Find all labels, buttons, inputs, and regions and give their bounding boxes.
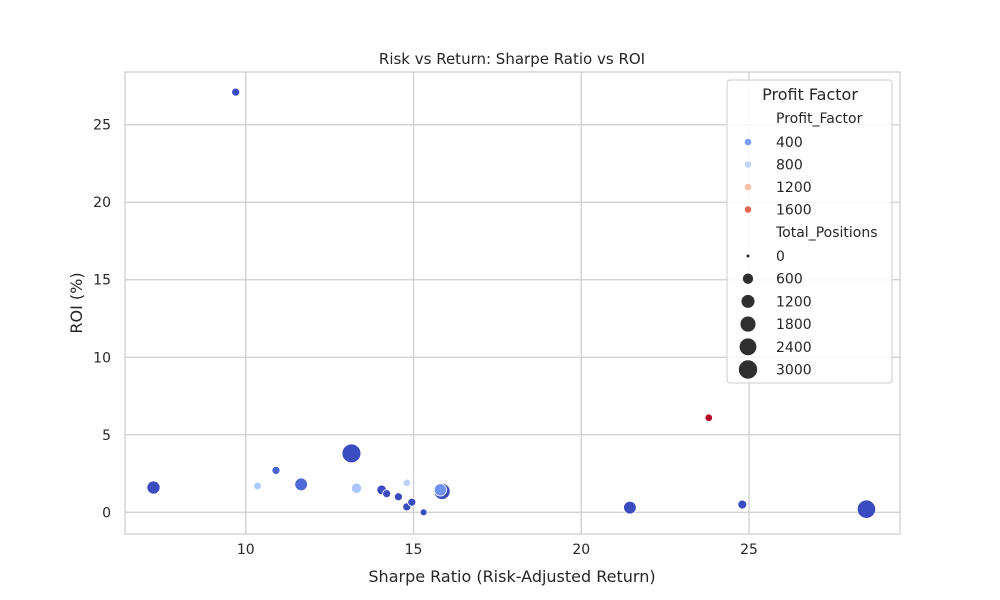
data-points <box>146 87 877 519</box>
legend-size-label: 1800 <box>776 317 812 333</box>
y-tick-label: 15 <box>93 273 111 289</box>
legend-size-label: 1200 <box>776 294 812 310</box>
legend-size-label: 2400 <box>776 340 812 356</box>
legend-size-marker <box>742 272 754 285</box>
y-tick-label: 0 <box>102 505 111 521</box>
legend-size-marker <box>745 253 751 259</box>
data-point <box>433 483 448 497</box>
legend-hue-marker <box>744 183 752 191</box>
data-point <box>382 489 392 499</box>
y-tick-label: 20 <box>93 195 111 211</box>
data-point <box>623 500 637 515</box>
x-tick-label: 25 <box>740 542 758 558</box>
data-point <box>737 499 748 510</box>
legend-size-marker <box>739 315 757 333</box>
legend-size-marker <box>738 337 758 356</box>
data-point <box>271 465 281 475</box>
legend-title: Profit Factor <box>762 85 858 104</box>
data-point <box>407 497 417 507</box>
data-point <box>704 413 714 423</box>
data-point <box>294 477 309 492</box>
y-tick-label: 5 <box>102 428 111 444</box>
data-point <box>146 480 161 495</box>
data-point <box>856 499 877 519</box>
x-tick-label: 10 <box>237 542 255 558</box>
legend-hue-label: 400 <box>776 135 803 151</box>
legend-size-marker <box>740 294 756 309</box>
plot-frame <box>124 71 901 535</box>
legend-hue-label: 1200 <box>776 180 812 196</box>
data-point <box>341 443 362 464</box>
legend-hue-entries: 400 800 1200 1600 <box>744 135 812 219</box>
y-axis-label: ROI (%) <box>67 272 86 333</box>
legend-hue-marker <box>744 138 752 146</box>
legend-size-marker <box>738 359 758 380</box>
data-point <box>350 482 363 494</box>
y-tick-label: 10 <box>93 350 111 366</box>
data-point <box>253 481 262 491</box>
legend-size-label: 600 <box>776 272 803 288</box>
x-tick-label: 15 <box>405 542 423 558</box>
legend-box <box>726 79 893 384</box>
legend-hue-marker <box>744 205 752 214</box>
legend-hue-title: Profit_Factor <box>776 111 863 127</box>
legend-size-label: 3000 <box>776 363 812 379</box>
data-point <box>402 478 412 488</box>
chart-title: Risk vs Return: Sharpe Ratio vs ROI <box>379 50 645 68</box>
y-tick-label: 25 <box>93 118 111 134</box>
legend-size-entries: 0 600 1200 1800 2400 3000 <box>738 249 812 380</box>
legend: Profit Factor Profit_Factor 400 800 1200 16… <box>726 79 893 384</box>
legend-size-title: Total_Positions <box>775 225 878 241</box>
legend-hue-label: 800 <box>776 158 803 174</box>
data-point <box>393 492 403 502</box>
x-axis-label: Sharpe Ratio (Risk-Adjusted Return) <box>368 567 655 586</box>
tick-labels: 10 15 20 25 0 5 10 15 20 25 <box>93 118 758 558</box>
data-point <box>231 87 241 97</box>
legend-hue-marker <box>744 160 752 169</box>
x-tick-label: 20 <box>572 542 590 558</box>
data-point <box>419 508 428 517</box>
legend-size-label: 0 <box>776 249 785 265</box>
legend-hue-label: 1600 <box>776 203 812 219</box>
